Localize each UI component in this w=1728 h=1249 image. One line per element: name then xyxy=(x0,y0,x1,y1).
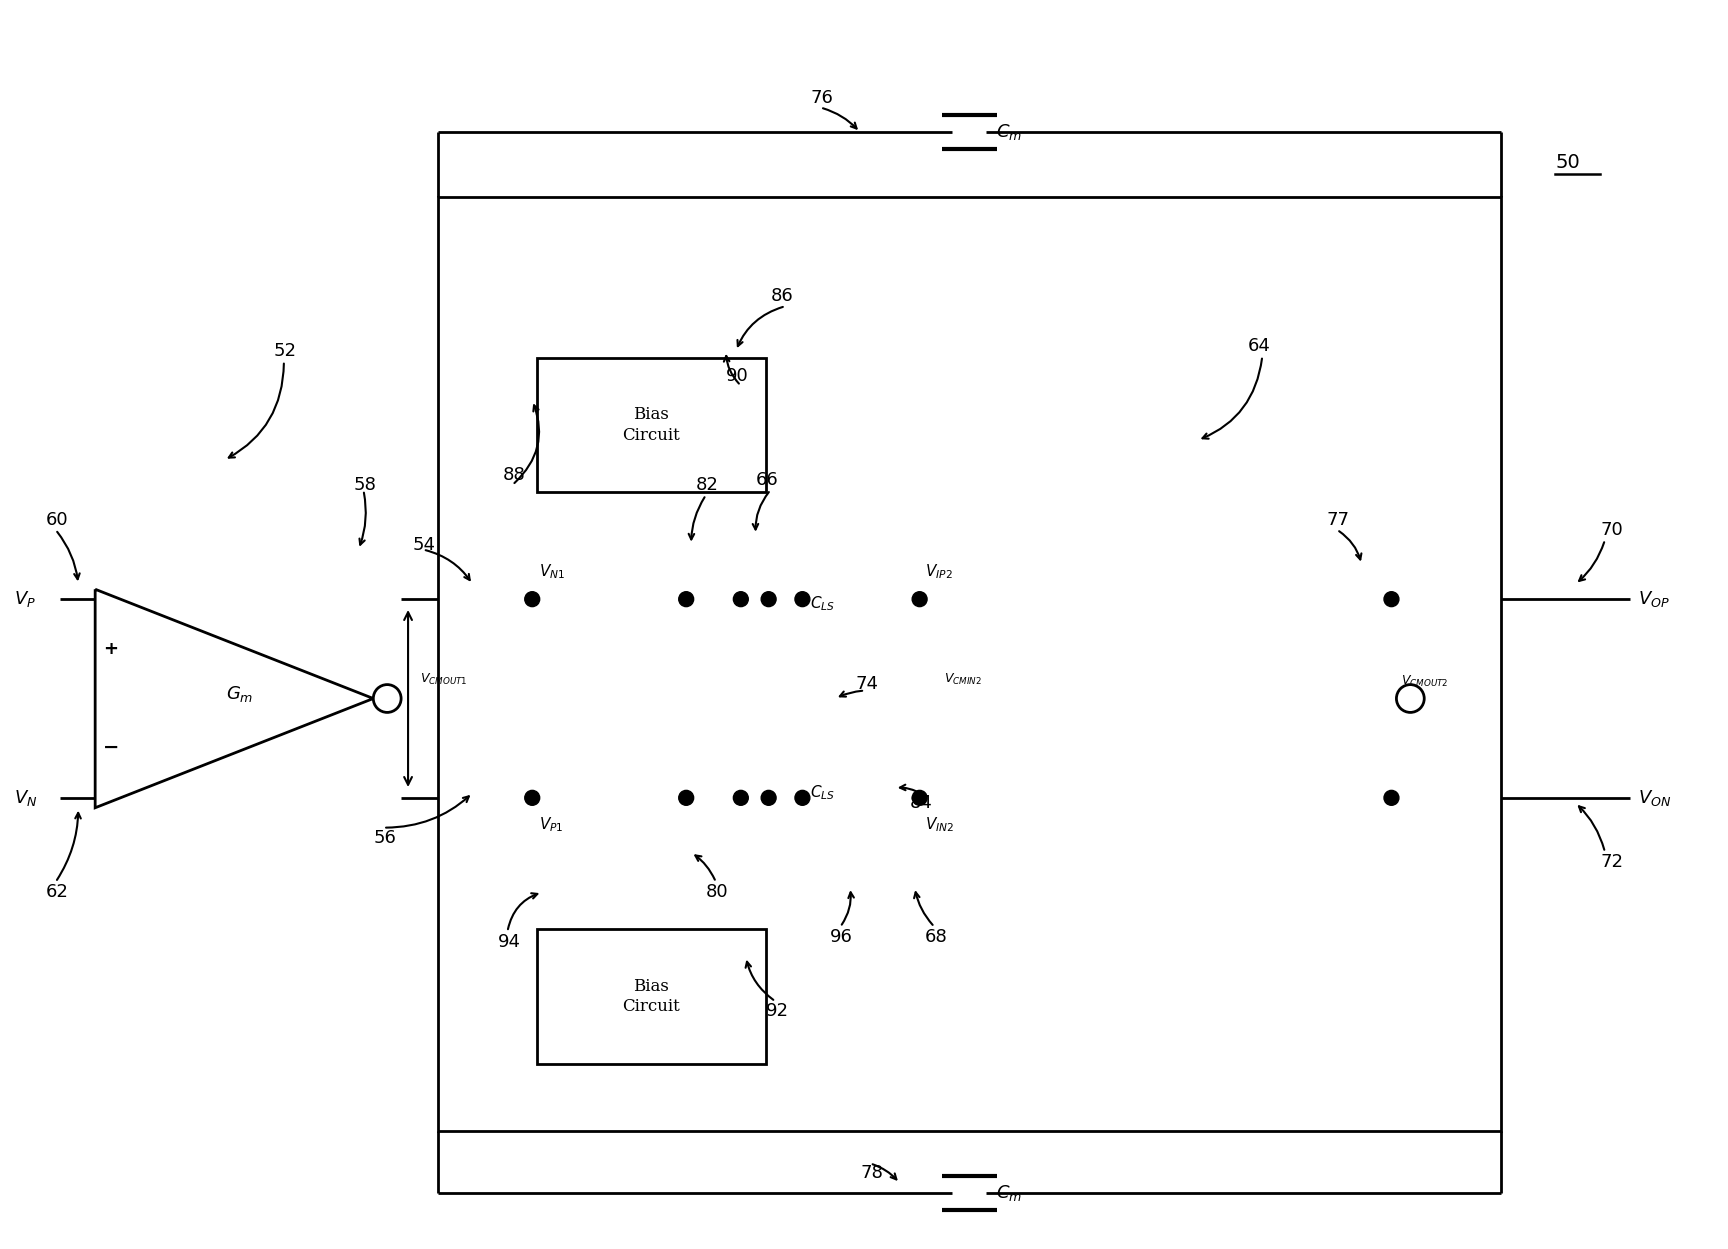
Text: $V_{OP}$: $V_{OP}$ xyxy=(1638,590,1669,610)
Text: $V_P$: $V_P$ xyxy=(14,590,36,610)
Circle shape xyxy=(679,791,693,806)
Bar xyxy=(437,197,1500,1130)
Text: $V_{CMOUT2}$: $V_{CMOUT2}$ xyxy=(1401,673,1448,688)
Bar xyxy=(537,929,766,1064)
Text: 82: 82 xyxy=(696,476,719,493)
Circle shape xyxy=(1384,791,1400,806)
Text: 86: 86 xyxy=(771,287,793,305)
Text: Bias
Circuit: Bias Circuit xyxy=(622,406,681,445)
Circle shape xyxy=(1396,684,1424,712)
Text: $G_m$: $G_m$ xyxy=(225,683,252,703)
Text: 72: 72 xyxy=(1600,853,1623,872)
Text: $V_{CMOUT1}$: $V_{CMOUT1}$ xyxy=(420,672,468,687)
Text: 76: 76 xyxy=(810,89,833,106)
Circle shape xyxy=(679,592,693,607)
Circle shape xyxy=(1384,592,1400,607)
Text: 52: 52 xyxy=(275,342,297,360)
Text: 60: 60 xyxy=(45,511,67,528)
Text: $V_N$: $V_N$ xyxy=(14,788,36,808)
Text: $G_{m2}$: $G_{m2}$ xyxy=(1244,683,1280,703)
Text: 62: 62 xyxy=(45,883,69,902)
Text: 84: 84 xyxy=(909,794,933,812)
Text: 77: 77 xyxy=(1327,511,1350,528)
Circle shape xyxy=(525,791,539,806)
Text: $C_m$: $C_m$ xyxy=(995,122,1023,142)
Text: 92: 92 xyxy=(766,1003,788,1020)
Text: +: + xyxy=(1127,641,1142,658)
Text: 78: 78 xyxy=(861,1164,883,1183)
Text: 96: 96 xyxy=(829,928,854,945)
Text: 66: 66 xyxy=(755,471,779,488)
Text: $C_{LS}$: $C_{LS}$ xyxy=(810,595,835,613)
Text: 58: 58 xyxy=(354,476,377,493)
Text: $V_{ON}$: $V_{ON}$ xyxy=(1638,788,1671,808)
Circle shape xyxy=(733,791,748,806)
Circle shape xyxy=(762,791,776,806)
Text: 54: 54 xyxy=(413,536,435,553)
Circle shape xyxy=(762,592,776,607)
Text: 68: 68 xyxy=(924,928,947,945)
Circle shape xyxy=(795,791,810,806)
Text: $V_{N1}$: $V_{N1}$ xyxy=(539,562,565,581)
Text: $V_{CMIN2}$: $V_{CMIN2}$ xyxy=(945,672,983,687)
Circle shape xyxy=(373,684,401,712)
Text: $V_{P1}$: $V_{P1}$ xyxy=(539,816,563,834)
Text: 50: 50 xyxy=(1555,152,1579,171)
Text: 90: 90 xyxy=(726,367,748,385)
Circle shape xyxy=(912,592,928,607)
Text: −: − xyxy=(104,738,119,757)
Text: 74: 74 xyxy=(855,674,878,693)
Circle shape xyxy=(912,791,928,806)
Text: 70: 70 xyxy=(1600,521,1623,538)
Text: 80: 80 xyxy=(707,883,729,902)
Text: +: + xyxy=(104,641,119,658)
Circle shape xyxy=(525,592,539,607)
Text: 64: 64 xyxy=(1248,337,1270,355)
Text: 94: 94 xyxy=(498,933,520,950)
Text: 56: 56 xyxy=(373,828,396,847)
Text: $C_{LS}$: $C_{LS}$ xyxy=(810,783,835,802)
Circle shape xyxy=(733,592,748,607)
Bar xyxy=(537,358,766,492)
Text: $V_{IN2}$: $V_{IN2}$ xyxy=(924,816,954,834)
Text: Bias
Circuit: Bias Circuit xyxy=(622,978,681,1015)
Text: $V_{IP2}$: $V_{IP2}$ xyxy=(924,562,952,581)
Text: 88: 88 xyxy=(503,466,525,485)
Text: $C_m$: $C_m$ xyxy=(995,1183,1023,1203)
Text: −: − xyxy=(1127,738,1142,757)
Circle shape xyxy=(795,592,810,607)
